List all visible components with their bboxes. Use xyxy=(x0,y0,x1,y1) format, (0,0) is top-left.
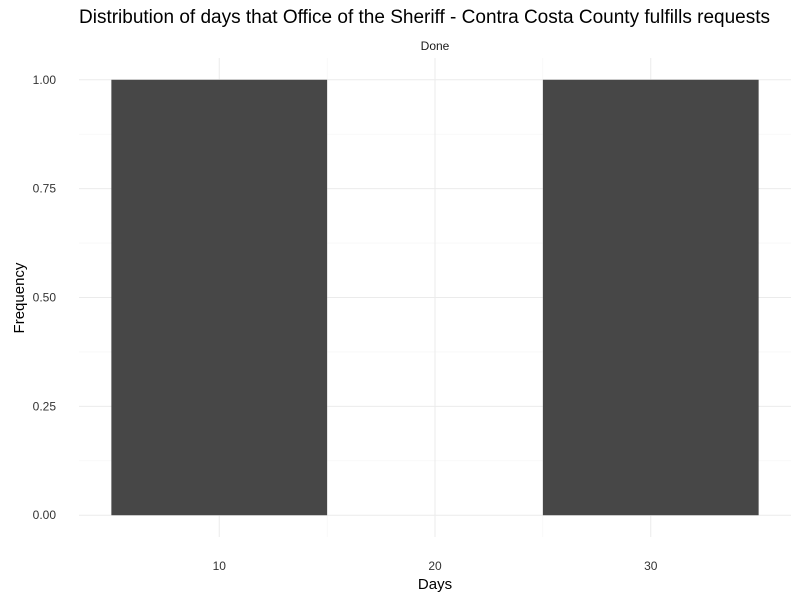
histogram-bar xyxy=(111,79,328,516)
histogram-bar xyxy=(542,79,759,516)
facet-strip-label: Done xyxy=(421,39,450,53)
x-tick-label: 10 xyxy=(213,559,227,573)
x-tick-label: 30 xyxy=(644,559,658,573)
x-axis-title: Days xyxy=(418,576,452,593)
y-tick-label: 0.75 xyxy=(33,182,57,196)
y-tick-label: 0.25 xyxy=(33,399,57,413)
x-tick-labels: 10 20 30 xyxy=(213,559,658,573)
y-tick-label: 0.50 xyxy=(33,291,57,305)
y-tick-label: 0.00 xyxy=(33,508,57,522)
chart-title: Distribution of days that Office of the … xyxy=(79,7,770,28)
y-axis-title: Frequency xyxy=(11,262,28,333)
bars xyxy=(111,79,759,516)
y-tick-labels: 0.00 0.25 0.50 0.75 1.00 xyxy=(33,73,57,522)
y-tick-label: 1.00 xyxy=(33,73,57,87)
x-tick-label: 20 xyxy=(428,559,442,573)
